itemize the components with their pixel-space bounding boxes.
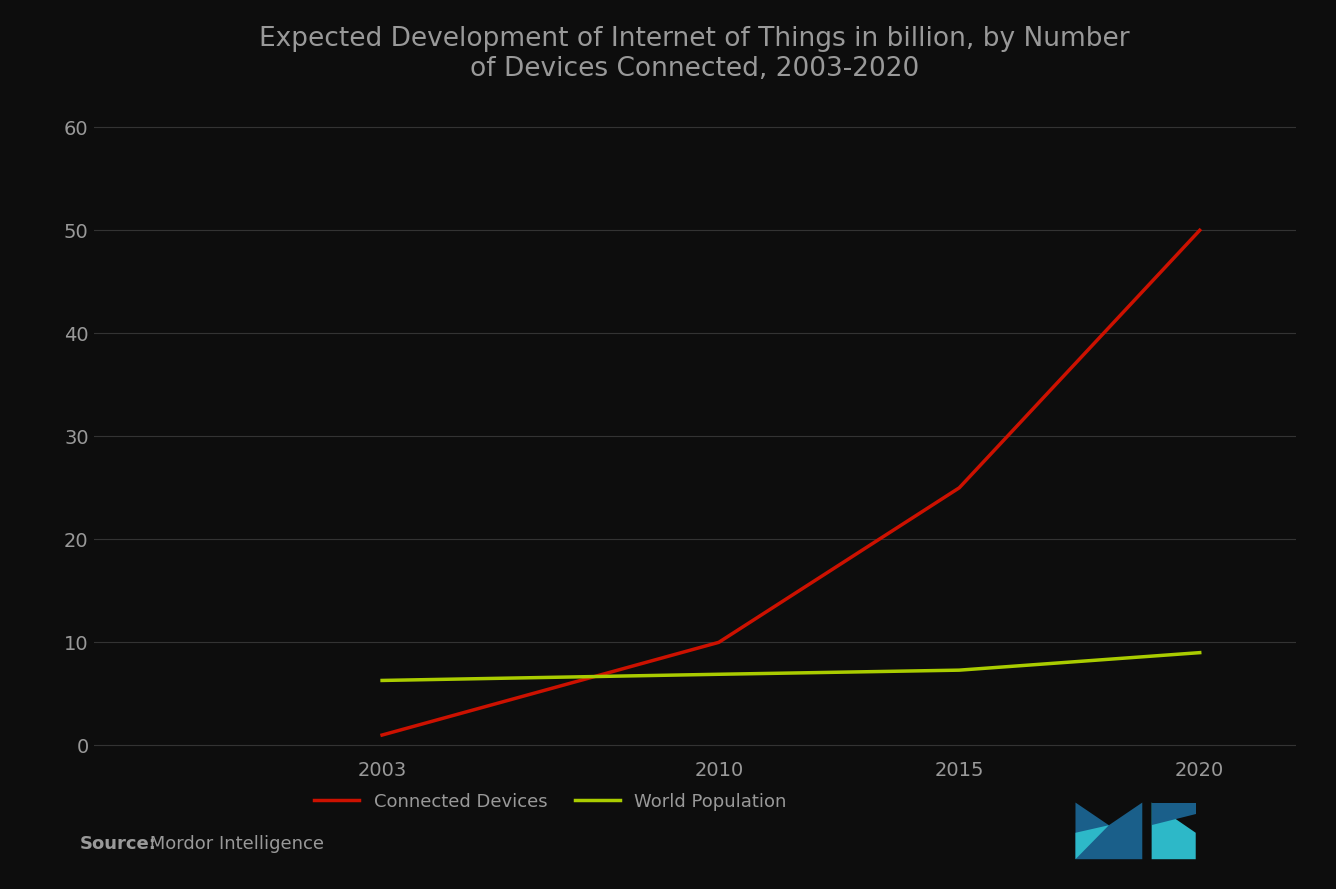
Title: Expected Development of Internet of Things in billion, by Number
of Devices Conn: Expected Development of Internet of Thin… [259,26,1130,82]
Polygon shape [1075,803,1142,859]
Legend: Connected Devices, World Population: Connected Devices, World Population [307,785,794,818]
Polygon shape [1152,803,1196,859]
Polygon shape [1075,825,1109,859]
Text: Mordor Intelligence: Mordor Intelligence [144,836,325,853]
Polygon shape [1152,803,1196,825]
Text: Source:: Source: [80,836,158,853]
